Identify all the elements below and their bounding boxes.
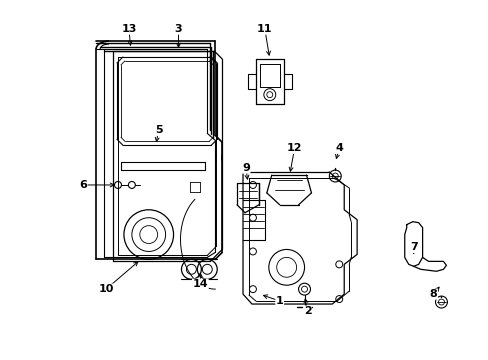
Text: 9: 9 xyxy=(242,163,249,173)
Text: 1: 1 xyxy=(275,296,283,306)
Text: 8: 8 xyxy=(429,289,436,299)
Text: 11: 11 xyxy=(257,24,272,34)
Text: 2: 2 xyxy=(303,306,311,316)
Text: 4: 4 xyxy=(335,143,343,153)
Text: 7: 7 xyxy=(409,243,417,252)
Text: 12: 12 xyxy=(286,143,302,153)
Text: 10: 10 xyxy=(98,284,114,294)
Text: 5: 5 xyxy=(155,125,162,135)
Text: 13: 13 xyxy=(121,24,136,34)
Text: 3: 3 xyxy=(174,24,182,34)
Text: 6: 6 xyxy=(79,180,87,190)
Text: 14: 14 xyxy=(192,279,208,289)
